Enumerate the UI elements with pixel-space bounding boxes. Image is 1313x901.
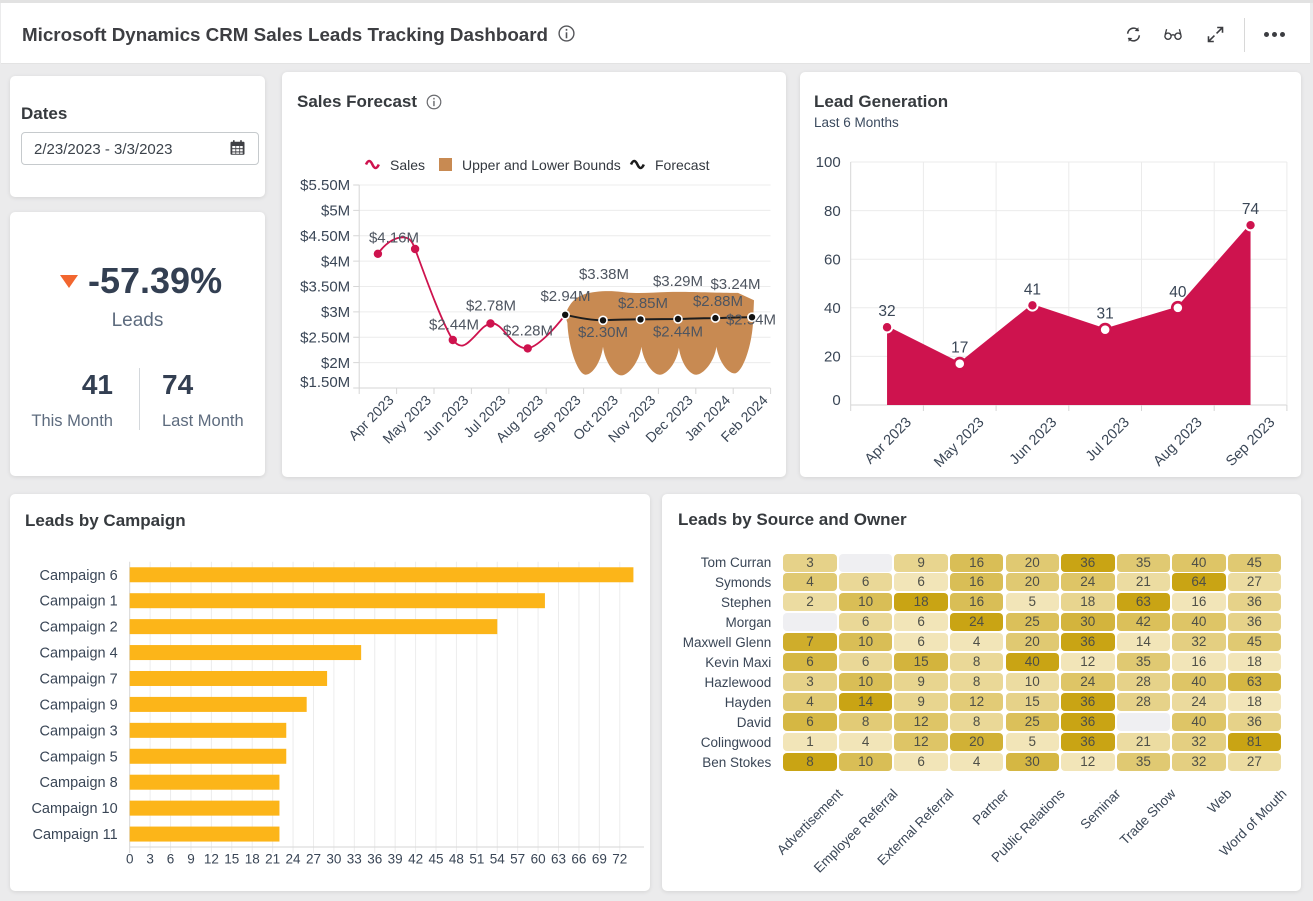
svg-text:Campaign 10: Campaign 10: [31, 801, 117, 817]
svg-text:Campaign 2: Campaign 2: [40, 620, 118, 636]
svg-text:27: 27: [306, 852, 321, 867]
svg-text:$4M: $4M: [321, 253, 350, 270]
svg-text:Jun 2023: Jun 2023: [1007, 415, 1061, 469]
svg-text:40: 40: [1169, 284, 1187, 301]
svg-text:0: 0: [126, 852, 134, 867]
svg-text:$4.50M: $4.50M: [300, 228, 350, 245]
svg-text:Campaign 7: Campaign 7: [40, 671, 118, 687]
svg-text:60: 60: [824, 251, 841, 268]
svg-text:24: 24: [286, 852, 302, 867]
svg-text:17: 17: [951, 340, 968, 357]
svg-text:6: 6: [167, 852, 175, 867]
svg-text:Aug 2023: Aug 2023: [1150, 415, 1205, 470]
svg-text:72: 72: [612, 852, 627, 867]
svg-text:Upper and Lower Bounds: Upper and Lower Bounds: [462, 157, 621, 173]
svg-text:9: 9: [187, 852, 195, 867]
svg-text:Campaign 4: Campaign 4: [40, 646, 118, 662]
svg-text:$3.24M: $3.24M: [710, 276, 760, 293]
svg-text:60: 60: [531, 852, 546, 867]
svg-text:0: 0: [832, 392, 840, 409]
svg-text:Apr 2023: Apr 2023: [862, 415, 915, 468]
svg-text:Campaign 5: Campaign 5: [40, 749, 118, 765]
svg-text:33: 33: [347, 852, 362, 867]
svg-text:3: 3: [146, 852, 154, 867]
svg-text:63: 63: [551, 852, 566, 867]
svg-text:48: 48: [449, 852, 464, 867]
svg-text:45: 45: [428, 852, 443, 867]
svg-text:41: 41: [1024, 281, 1041, 298]
svg-text:12: 12: [204, 852, 219, 867]
svg-text:$2.28M: $2.28M: [503, 323, 553, 340]
svg-text:Campaign 9: Campaign 9: [40, 697, 118, 713]
svg-text:$3.29M: $3.29M: [653, 273, 703, 290]
svg-text:74: 74: [1242, 201, 1260, 218]
svg-text:32: 32: [878, 303, 895, 320]
svg-text:$2.94M: $2.94M: [540, 288, 590, 305]
svg-text:$2.88M: $2.88M: [693, 293, 743, 310]
svg-text:Forecast: Forecast: [655, 157, 710, 173]
svg-text:100: 100: [816, 154, 841, 171]
svg-text:80: 80: [824, 203, 841, 220]
svg-text:Sales: Sales: [390, 157, 425, 173]
svg-text:$5.50M: $5.50M: [300, 177, 350, 194]
svg-text:36: 36: [367, 852, 382, 867]
svg-text:57: 57: [510, 852, 525, 867]
svg-text:66: 66: [571, 852, 586, 867]
svg-text:$3.38M: $3.38M: [579, 266, 629, 283]
svg-text:Campaign 11: Campaign 11: [33, 827, 118, 843]
svg-text:$3M: $3M: [321, 304, 350, 321]
svg-text:18: 18: [245, 852, 260, 867]
svg-text:Campaign 8: Campaign 8: [40, 775, 118, 791]
svg-text:Campaign 6: Campaign 6: [40, 568, 118, 584]
svg-text:$2.85M: $2.85M: [618, 295, 668, 312]
svg-text:$2M: $2M: [321, 355, 350, 372]
svg-text:May 2023: May 2023: [931, 415, 987, 471]
svg-text:$2.30M: $2.30M: [578, 324, 628, 341]
svg-text:$1.50M: $1.50M: [300, 374, 350, 391]
svg-text:$2.78M: $2.78M: [466, 298, 516, 315]
svg-text:Campaign 3: Campaign 3: [40, 723, 118, 739]
svg-text:39: 39: [388, 852, 403, 867]
svg-text:$4.16M: $4.16M: [369, 230, 419, 247]
svg-text:21: 21: [265, 852, 280, 867]
svg-text:40: 40: [824, 300, 841, 317]
svg-text:69: 69: [592, 852, 607, 867]
svg-text:$2.50M: $2.50M: [300, 329, 350, 346]
svg-text:Jul 2023: Jul 2023: [1083, 415, 1133, 465]
svg-text:42: 42: [408, 852, 423, 867]
svg-text:Sep 2023: Sep 2023: [1223, 415, 1278, 470]
svg-text:20: 20: [824, 349, 841, 366]
svg-text:30: 30: [326, 852, 341, 867]
svg-text:$5M: $5M: [321, 203, 350, 220]
svg-text:$2.44M: $2.44M: [653, 324, 703, 341]
svg-text:$2.44M: $2.44M: [429, 317, 479, 334]
svg-text:Campaign 1: Campaign 1: [40, 594, 118, 610]
svg-text:54: 54: [490, 852, 506, 867]
svg-text:51: 51: [469, 852, 484, 867]
svg-text:31: 31: [1097, 306, 1114, 323]
svg-text:15: 15: [224, 852, 239, 867]
svg-text:$3.50M: $3.50M: [300, 279, 350, 296]
